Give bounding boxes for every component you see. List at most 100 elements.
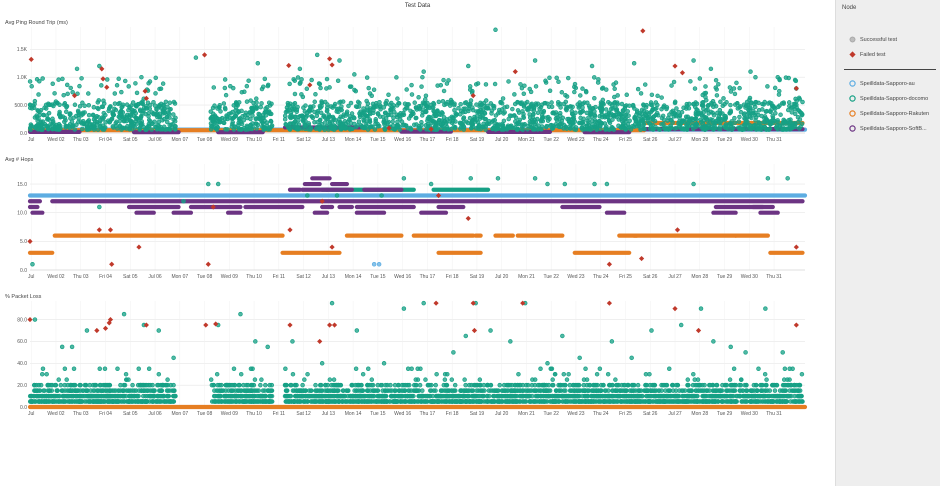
data-point (783, 121, 789, 126)
data-point (244, 83, 250, 89)
data-point (62, 101, 68, 106)
x-tick-label: Fri 04 (99, 274, 112, 280)
data-point (499, 107, 505, 112)
x-tick-label: Mon 21 (518, 411, 535, 417)
data-point (639, 399, 645, 404)
data-point (100, 123, 106, 129)
data-point (130, 100, 136, 105)
data-point (696, 110, 701, 116)
data-point (743, 119, 748, 125)
data-point (343, 126, 348, 131)
data-point (598, 122, 603, 128)
data-point (546, 104, 552, 110)
data-point (115, 126, 120, 131)
data-point (304, 86, 310, 92)
data-point (728, 399, 733, 404)
data-point (474, 113, 480, 119)
chart-title: Avg Ping Round Trip (ms) (5, 20, 68, 26)
data-point (382, 120, 388, 126)
data-point (159, 388, 165, 393)
data-point (249, 382, 255, 388)
data-point (479, 110, 485, 115)
data-point (544, 123, 550, 129)
data-point (239, 89, 245, 95)
x-tick-label: Fri 25 (619, 137, 632, 143)
data-point (529, 119, 534, 125)
data-point (116, 76, 121, 82)
x-tick-label: Tue 08 (197, 411, 213, 417)
data-point (533, 84, 539, 89)
data-point (39, 122, 44, 127)
data-point (103, 120, 108, 125)
data-point (98, 382, 103, 388)
data-point (715, 399, 721, 404)
data-point (315, 108, 321, 114)
data-point (291, 77, 296, 82)
data-point (258, 104, 263, 110)
x-tick-label: Wed 30 (741, 137, 758, 143)
data-point (35, 108, 41, 114)
data-point (369, 93, 374, 98)
x-tick-label: Fri 11 (273, 411, 286, 417)
data-point (622, 126, 628, 131)
x-tick-label: Sat 19 (470, 274, 485, 280)
data-point (145, 100, 151, 106)
data-point (379, 399, 384, 404)
data-point (589, 63, 595, 69)
data-point (314, 52, 320, 58)
data-point (46, 102, 51, 108)
data-point (535, 110, 541, 115)
data-point (737, 85, 742, 91)
data-point (527, 399, 532, 404)
data-point (32, 382, 37, 388)
failed-test-marker (512, 69, 518, 75)
data-point (79, 76, 84, 81)
data-point (781, 100, 786, 105)
data-point (412, 122, 417, 127)
data-point (586, 126, 592, 132)
data-point (433, 121, 439, 126)
data-point (586, 122, 591, 127)
data-point (40, 76, 45, 81)
x-tick-label: Jul 20 (495, 274, 509, 280)
data-point (282, 113, 288, 119)
data-point (611, 113, 617, 119)
data-point (492, 393, 497, 399)
data-point (761, 102, 766, 107)
data-point (703, 97, 709, 103)
data-point (73, 393, 79, 399)
data-point (697, 76, 703, 81)
data-point (112, 91, 118, 96)
data-point (166, 111, 172, 117)
data-point (584, 110, 590, 116)
data-point (296, 399, 301, 404)
data-point (582, 393, 588, 399)
data-point (539, 126, 544, 132)
data-point (578, 115, 583, 121)
data-point (287, 101, 293, 106)
data-point (570, 393, 576, 399)
data-point (49, 399, 55, 404)
data-point (110, 124, 116, 129)
data-point (237, 118, 242, 123)
data-point (292, 91, 298, 97)
data-point (716, 114, 722, 119)
data-point (283, 121, 288, 127)
data-point (45, 388, 51, 393)
data-point (572, 89, 577, 95)
data-point (53, 382, 59, 388)
data-point (765, 176, 771, 181)
data-point (369, 393, 375, 399)
data-point (622, 393, 627, 399)
data-point (397, 116, 403, 122)
data-point (668, 117, 673, 123)
y-tick-label: 0.0 (20, 268, 27, 274)
data-point (259, 101, 264, 106)
data-point (223, 106, 228, 112)
data-point (259, 377, 264, 382)
x-tick-label: Fri 18 (446, 137, 459, 143)
data-point (265, 388, 270, 393)
data-point (729, 123, 734, 129)
data-point (592, 124, 597, 129)
data-point (149, 110, 155, 115)
